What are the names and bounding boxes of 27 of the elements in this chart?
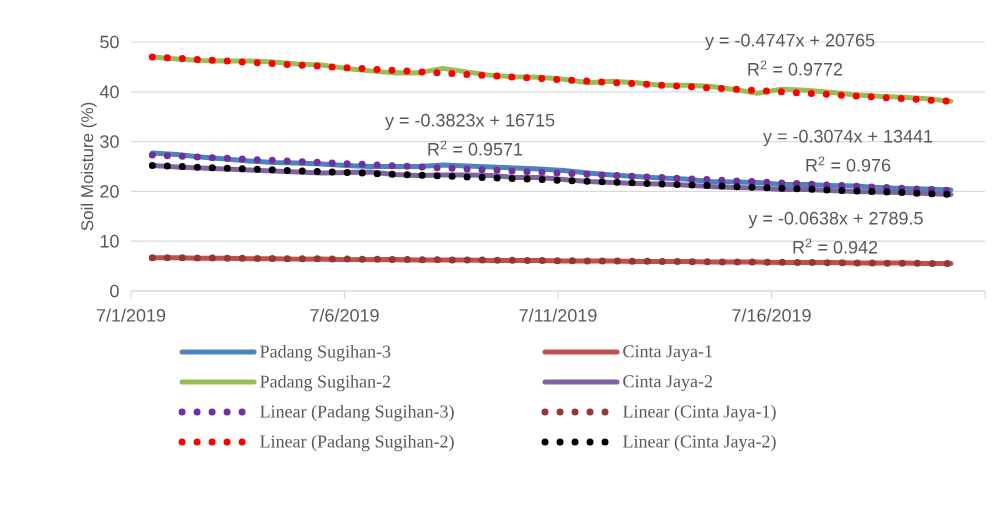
legend-label: Padang Sugihan-2 xyxy=(260,374,391,392)
y-axis-title: Soil Moisture (%) xyxy=(80,102,97,231)
legend-label: Cinta Jaya-2 xyxy=(623,375,712,392)
annotation: y = -0.3823x + 16715 xyxy=(385,113,555,131)
legend-label: Padang Sugihan-3 xyxy=(260,344,391,362)
x-tick-label: 7/6/2019 xyxy=(310,308,379,322)
annotation: R$^{2}$ = 0.9772 xyxy=(748,60,843,76)
legend-label: Cinta Jaya-1 xyxy=(623,345,712,362)
y-tick-label: 10 xyxy=(100,234,119,248)
legend-label: Linear (Padang Sugihan-2) xyxy=(260,434,454,452)
y-tick-label: 20 xyxy=(100,185,119,198)
y-tick-label: 0 xyxy=(110,284,119,298)
annotation: y = -0.3074x + 13441 xyxy=(763,129,933,147)
annotation: y = -0.4747x + 20765 xyxy=(705,33,875,51)
annotation: R$^{2}$ = 0.9571 xyxy=(428,140,523,156)
legend-label: Linear (Cinta Jaya-2) xyxy=(623,434,776,452)
annotation: R$^{2}$ = 0.976 xyxy=(806,156,891,172)
legend-label: Linear (Cinta Jaya-1) xyxy=(623,404,776,422)
x-tick-label: 7/1/2019 xyxy=(96,308,166,322)
annotation: R$^{2}$ = 0.942 xyxy=(793,238,878,254)
x-tick-label: 7/16/2019 xyxy=(732,308,811,322)
y-tick-label: 40 xyxy=(99,85,119,99)
legend-label: Linear (Padang Sugihan-3) xyxy=(260,404,454,422)
y-tick-label: 30 xyxy=(100,135,119,148)
y-tick-label: 50 xyxy=(100,35,119,49)
annotation: y = -0.0638x + 2789.5 xyxy=(748,211,923,229)
x-tick-label: 7/11/2019 xyxy=(519,308,597,322)
